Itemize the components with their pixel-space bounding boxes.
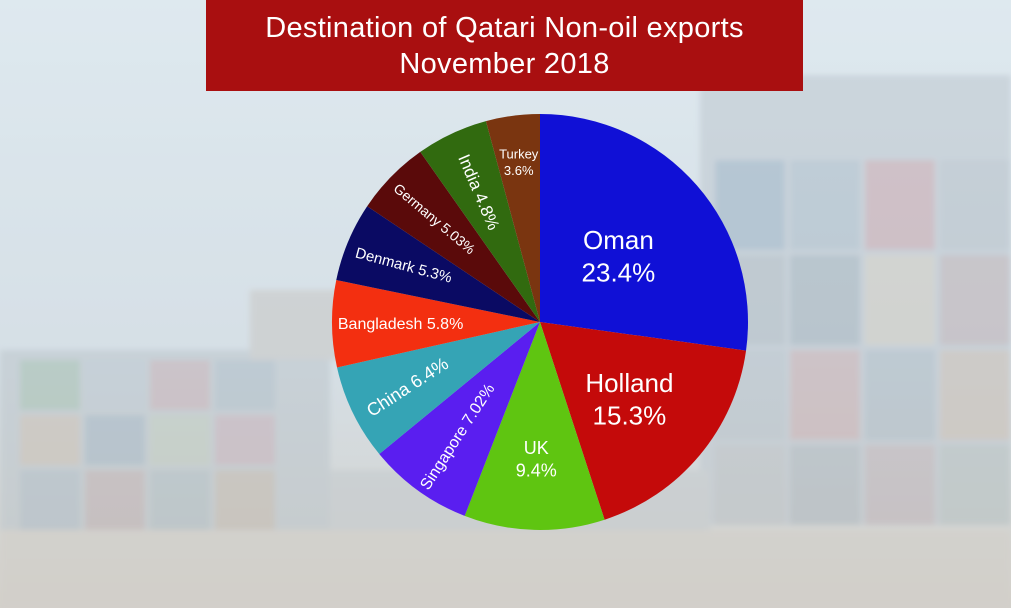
pie-slice-oman (540, 114, 749, 351)
slice-label-turkey: Turkey 3.6% (499, 147, 539, 178)
chart-title: Destination of Qatari Non-oil exports (265, 12, 744, 44)
pie-slice-uk (464, 322, 605, 530)
pie-slice-singapore (379, 322, 540, 516)
slice-label-uk: UK 9.4% (516, 438, 557, 481)
pie-slice-denmark (336, 206, 540, 322)
pie-slice-india (420, 121, 540, 322)
slice-label-bangladesh: Bangladesh 5.8% (338, 316, 463, 333)
slice-name: UK (524, 438, 549, 458)
slice-value: 3.6% (504, 163, 534, 178)
pie-slice-china (337, 322, 540, 455)
pie-slice-germany (367, 151, 540, 322)
chart-subtitle: November 2018 (399, 48, 610, 80)
slice-value: 9.4% (516, 460, 557, 480)
slice-name: Turkey (499, 147, 539, 162)
pie-slice-holland (540, 322, 747, 520)
pie-slice-turkey (485, 114, 540, 322)
slice-value: 23.4% (582, 257, 656, 287)
slice-name: Oman (583, 225, 654, 255)
slice-label-oman: Oman 23.4% (582, 225, 656, 287)
pie-slice-bangladesh (332, 280, 540, 368)
slice-value: 15.3% (593, 400, 667, 430)
slice-label-holland: Holland 15.3% (585, 368, 673, 431)
slice-name: Holland (585, 368, 673, 398)
chart-title-banner: Destination of Qatari Non-oil exports No… (206, 0, 803, 91)
